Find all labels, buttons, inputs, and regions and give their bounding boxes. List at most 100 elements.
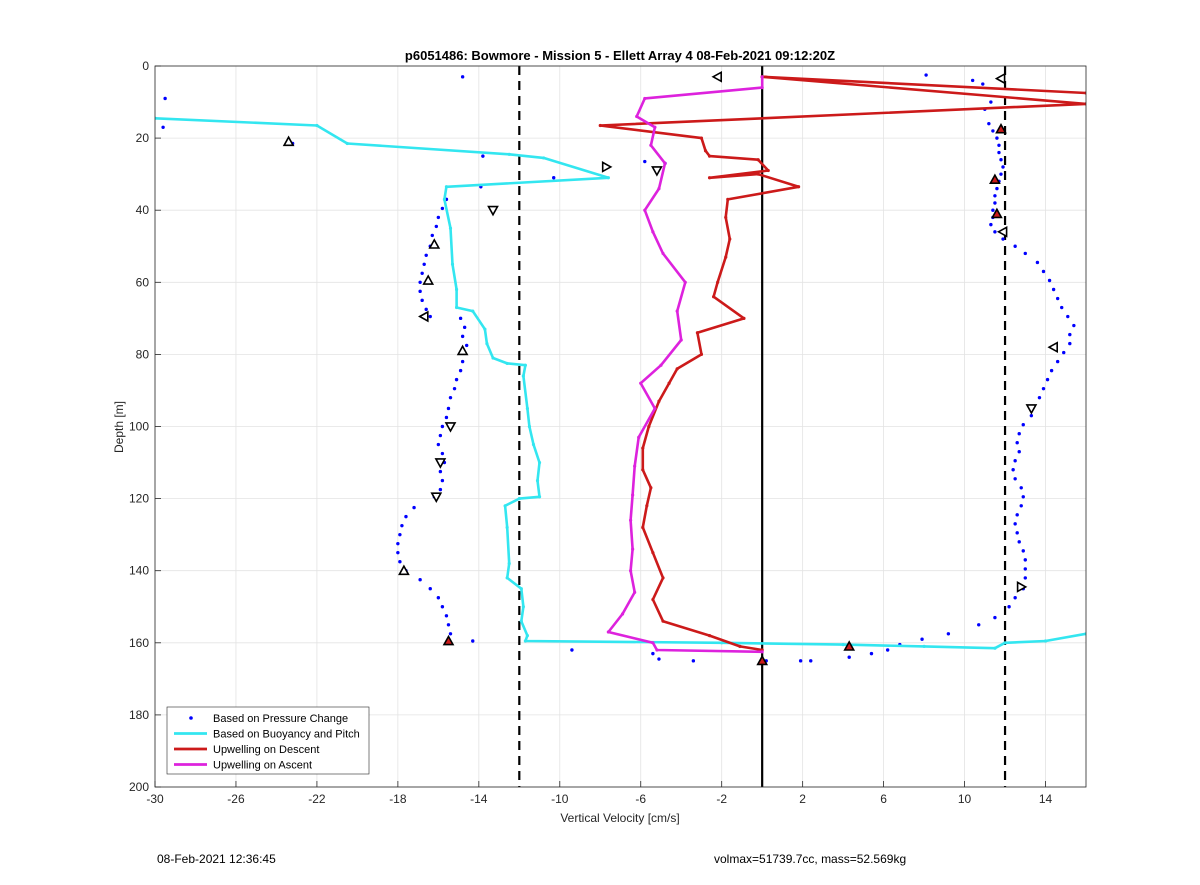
scatter-point: [446, 406, 451, 411]
series-point: [724, 255, 728, 259]
series-point: [756, 172, 760, 176]
scatter-point: [1015, 513, 1019, 517]
series-point: [523, 363, 527, 367]
scatter-point: [452, 386, 457, 391]
scatter-point: [993, 615, 997, 620]
series-point: [703, 149, 708, 153]
triangle-marker: [422, 274, 435, 285]
x-tick-label: -2: [716, 792, 727, 806]
scatter-point: [430, 233, 434, 238]
scatter-point: [424, 253, 428, 257]
scatter-point: [471, 639, 475, 643]
series-point: [712, 295, 716, 299]
scatter-point: [999, 158, 1003, 162]
series-point: [491, 356, 495, 360]
scatter-point: [1062, 350, 1066, 355]
series-point: [651, 230, 655, 234]
scatter-point: [404, 514, 408, 519]
marker-layer: [282, 70, 1058, 666]
scatter-point: [977, 623, 981, 627]
scatter-point: [885, 648, 890, 652]
scatter-point: [1055, 296, 1060, 301]
series-point: [653, 125, 657, 129]
series-point: [485, 341, 489, 346]
x-tick-label: -18: [389, 792, 407, 806]
y-tick-label: 20: [136, 131, 150, 145]
scatter-point: [1035, 260, 1040, 265]
series-point: [525, 406, 530, 411]
series-point: [345, 141, 349, 146]
scatter-point: [1021, 495, 1025, 499]
scatter-point: [440, 451, 445, 456]
series-point: [647, 424, 651, 429]
scatter-point: [1015, 531, 1019, 535]
scatter-point: [460, 75, 465, 79]
scatter-point: [438, 433, 443, 438]
series-point: [503, 504, 507, 508]
scatter-point: [396, 550, 400, 555]
series-point: [695, 331, 700, 335]
scatter-point: [847, 655, 851, 659]
series-point: [637, 435, 641, 439]
triangle-marker: [995, 122, 1007, 134]
series-point: [766, 168, 770, 173]
scatter-point: [440, 478, 445, 483]
triangle-marker: [756, 654, 769, 666]
x-tick-label: 14: [1039, 792, 1053, 806]
scatter-point: [995, 186, 999, 191]
series-point: [505, 361, 509, 366]
series-point: [922, 644, 926, 649]
series-point: [521, 605, 525, 609]
scatter-point: [1041, 269, 1046, 274]
series-point: [315, 123, 319, 128]
scatter-point: [434, 224, 439, 229]
scatter-point: [657, 657, 661, 661]
legend-entry-label: Based on Pressure Change: [213, 713, 348, 725]
scatter-point: [418, 280, 422, 284]
scatter-point: [997, 150, 1001, 155]
series-point: [1043, 639, 1048, 643]
triangle-marker: [456, 344, 469, 356]
x-tick-label: 6: [880, 792, 887, 806]
series-point: [675, 309, 679, 313]
series-point: [661, 619, 665, 623]
series-point: [448, 226, 453, 230]
series-point: [760, 650, 764, 654]
y-tick-label: 80: [136, 347, 150, 361]
series-point: [643, 96, 647, 101]
scatter-point: [999, 172, 1003, 176]
footer-stats: volmax=51739.7cc, mass=52.569kg: [714, 852, 907, 866]
series-point: [631, 493, 635, 497]
y-tick-label: 120: [129, 492, 149, 506]
y-tick-label: 40: [136, 203, 150, 217]
scatter-point: [1019, 486, 1023, 490]
scatter-point: [643, 159, 647, 164]
scatter-point: [1013, 596, 1017, 600]
series-point: [699, 136, 704, 140]
series-point: [606, 630, 610, 634]
series-point: [645, 504, 649, 508]
scatter-point: [1011, 468, 1015, 472]
scatter-point: [1013, 522, 1017, 526]
y-tick-label: 180: [129, 708, 149, 722]
series-point: [519, 619, 523, 623]
series-point: [667, 381, 671, 385]
scatter-point: [993, 201, 997, 205]
series-point: [483, 327, 487, 331]
scatter-point: [422, 262, 426, 266]
scatter-point: [446, 623, 451, 627]
scatter-point: [1029, 413, 1034, 418]
legend-box: [166, 706, 370, 775]
scatter-point: [989, 222, 993, 227]
series-line: [155, 117, 1086, 650]
series-point: [661, 251, 665, 256]
scatter-point: [1013, 244, 1017, 248]
triangle-marker: [989, 173, 1001, 184]
scatter-point: [924, 73, 928, 77]
series-point: [707, 633, 712, 638]
series-point: [720, 641, 724, 645]
series-point: [841, 643, 845, 647]
series-point: [993, 646, 997, 650]
series-point: [639, 381, 643, 385]
series-point: [699, 352, 704, 356]
